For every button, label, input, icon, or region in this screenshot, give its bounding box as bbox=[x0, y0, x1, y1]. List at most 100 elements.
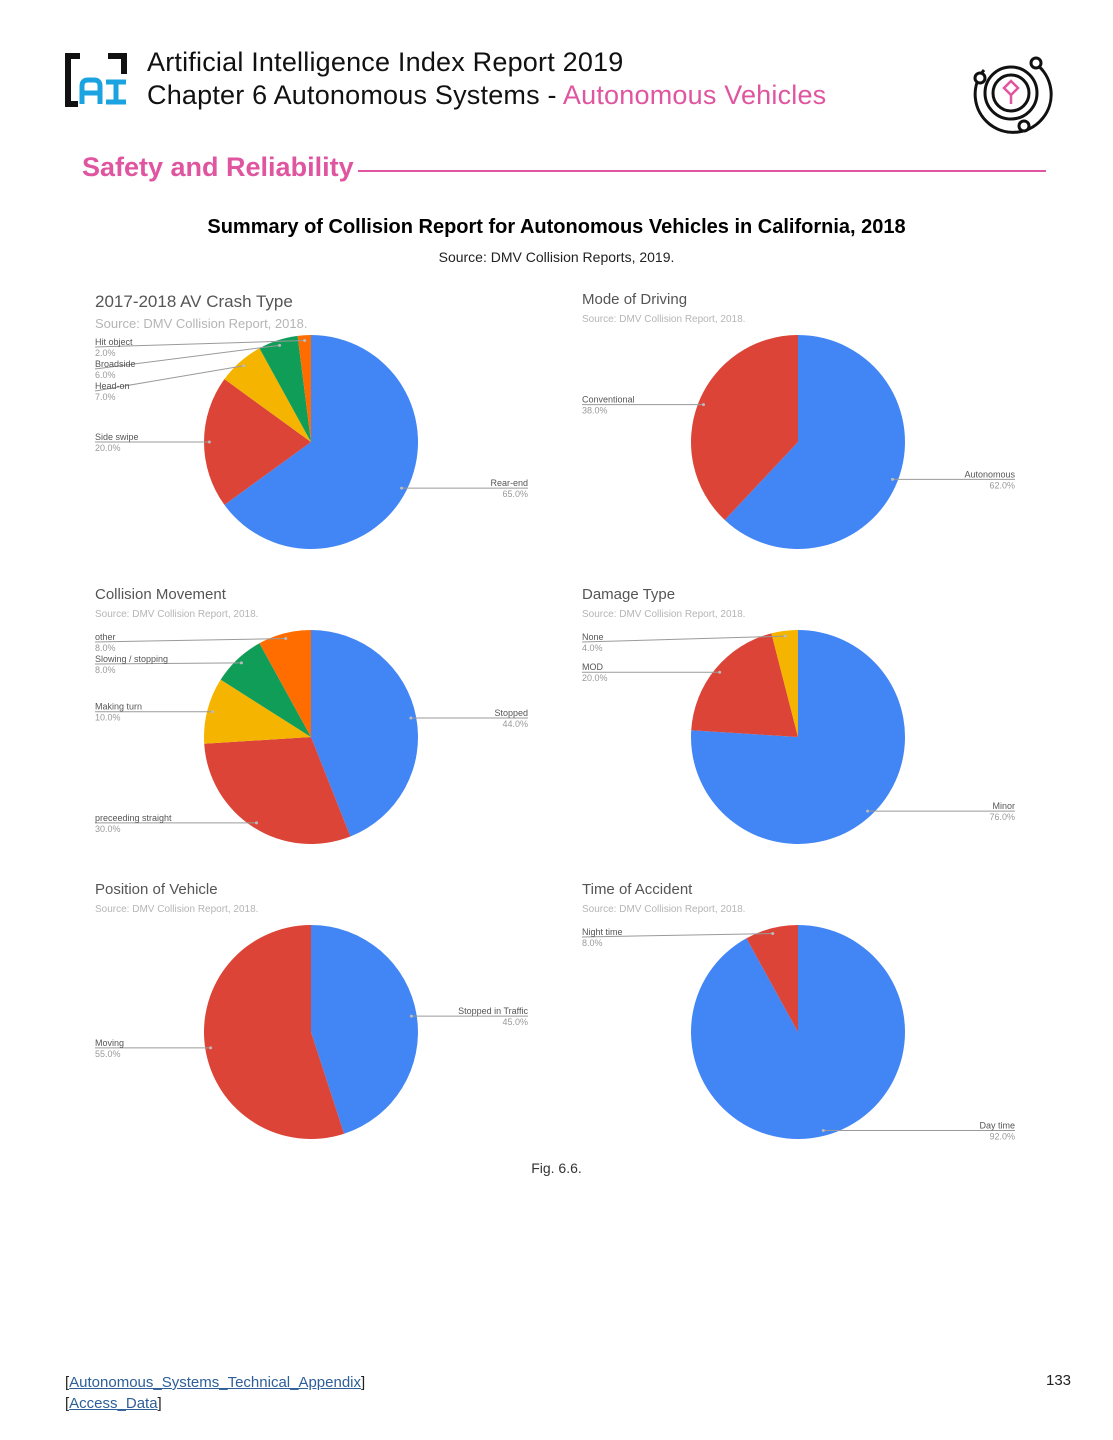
slice-label-name: Conventional bbox=[582, 395, 635, 405]
section-divider bbox=[358, 170, 1046, 172]
chapter-title: Chapter 6 Autonomous Systems - Autonomou… bbox=[147, 80, 826, 111]
leader-line bbox=[94, 365, 244, 392]
slice-label-percent: 8.0% bbox=[95, 665, 116, 675]
chart-subtitle: Source: DMV Collision Report, 2018. bbox=[582, 904, 745, 915]
slice-label-name: Moving bbox=[95, 1038, 124, 1048]
slice-label-percent: 45.0% bbox=[502, 1017, 528, 1027]
leader-dot bbox=[718, 670, 722, 674]
pie-slice-hit-object bbox=[297, 335, 311, 442]
leader-dot bbox=[866, 809, 870, 813]
pie-slice-making-turn bbox=[203, 679, 311, 744]
slice-label-name: Minor bbox=[992, 801, 1015, 811]
chart-title: 2017-2018 AV Crash Type bbox=[95, 292, 293, 311]
pie-slice-day-time bbox=[691, 925, 906, 1139]
chart-subtitle: Source: DMV Collision Report, 2018. bbox=[95, 609, 258, 620]
chart-panel-mode-of-driving: Mode of Driving Source: DMV Collision Rep… bbox=[572, 285, 1027, 570]
leader-dot bbox=[242, 364, 246, 368]
leader-line bbox=[94, 638, 286, 643]
slice-label-name: preceeding straight bbox=[95, 813, 172, 823]
pie-slice-broadside bbox=[259, 335, 311, 442]
slice-label-percent: 6.0% bbox=[95, 370, 116, 380]
slice-label-percent: 30.0% bbox=[95, 824, 121, 834]
pie-slice-head-on bbox=[224, 348, 311, 442]
pie-chart-damage-type: Damage Type Source: DMV Collision Report,… bbox=[581, 586, 1015, 844]
slice-label-percent: 38.0% bbox=[582, 406, 608, 416]
chart-title: Collision Movement bbox=[95, 586, 227, 603]
chart-title: Position of Vehicle bbox=[95, 881, 218, 898]
leader-dot bbox=[255, 821, 259, 825]
leader-dot bbox=[409, 1014, 413, 1018]
slice-label-percent: 7.0% bbox=[95, 392, 116, 402]
pie-slice-moving bbox=[203, 925, 345, 1139]
slice-label-name: Stopped in Traffic bbox=[458, 1006, 528, 1016]
figure-caption: Fig. 6.6. bbox=[531, 1160, 582, 1176]
slice-label-name: other bbox=[95, 632, 116, 642]
chart-title: Damage Type bbox=[582, 586, 675, 603]
slice-label-percent: 8.0% bbox=[95, 643, 116, 653]
chart-panel-time-of-accident: Time of Accident Source: DMV Collision Re… bbox=[572, 875, 1027, 1160]
leader-dot bbox=[701, 403, 705, 407]
slice-label-percent: 55.0% bbox=[95, 1049, 121, 1059]
slice-label-percent: 10.0% bbox=[95, 713, 121, 723]
pie-slice-none bbox=[771, 630, 798, 737]
autonomous-systems-emblem-icon bbox=[973, 56, 1053, 134]
leader-dot bbox=[783, 634, 787, 638]
slice-label-percent: 2.0% bbox=[95, 348, 116, 358]
pie-chart-mode-of-driving: Mode of Driving Source: DMV Collision Rep… bbox=[582, 291, 1015, 549]
pie-slice-night-time bbox=[746, 925, 798, 1032]
ai-index-logo bbox=[65, 53, 127, 107]
leader-line bbox=[581, 635, 786, 643]
chart-title: Time of Accident bbox=[582, 881, 693, 898]
slice-label-name: Day time bbox=[979, 1120, 1015, 1130]
leader-dot bbox=[278, 343, 282, 347]
pie-slice-minor bbox=[690, 630, 905, 844]
chart-panel-collision-movement: Collision Movement Source: DMV Collision … bbox=[85, 580, 540, 865]
leader-dot bbox=[409, 716, 413, 720]
leader-dot bbox=[303, 339, 307, 343]
report-title: Artificial Intelligence Index Report 201… bbox=[147, 47, 624, 77]
section-title: Safety and Reliability bbox=[82, 152, 354, 182]
access-data-link[interactable]: Access_Data bbox=[69, 1395, 158, 1412]
technical-appendix-link[interactable]: Autonomous_Systems_Technical_Appendix bbox=[69, 1374, 362, 1391]
figure-source: Source: DMV Collision Reports, 2019. bbox=[438, 249, 675, 265]
slice-label-name: Making turn bbox=[95, 702, 142, 712]
slice-label-percent: 65.0% bbox=[502, 489, 528, 499]
leader-dot bbox=[239, 661, 243, 665]
pie-slice-conventional bbox=[690, 335, 798, 520]
chart-subtitle: Source: DMV Collision Report, 2018. bbox=[582, 314, 745, 325]
pie-slice-stopped-in-traffic bbox=[311, 925, 418, 1134]
slice-label-name: None bbox=[582, 632, 604, 642]
pie-chart-collision-movement: Collision Movement Source: DMV Collision … bbox=[94, 586, 528, 845]
slice-label-name: Autonomous bbox=[964, 469, 1015, 479]
leader-line bbox=[94, 340, 305, 348]
slice-label-percent: 20.0% bbox=[95, 443, 121, 453]
leader-dot bbox=[284, 637, 288, 641]
slice-label-percent: 20.0% bbox=[582, 673, 608, 683]
pie-slice-autonomous bbox=[724, 335, 905, 549]
chart-subtitle: Source: DMV Collision Report, 2018. bbox=[95, 316, 307, 331]
slice-label-name: Hit object bbox=[95, 337, 133, 347]
leader-line bbox=[94, 662, 242, 665]
pie-slice-preceeding-straight bbox=[204, 737, 351, 845]
slice-label-name: MOD bbox=[582, 662, 603, 672]
leader-line bbox=[94, 344, 280, 370]
slice-label-percent: 4.0% bbox=[582, 643, 603, 653]
slice-label-name: Stopped bbox=[494, 708, 528, 718]
chart-title: Mode of Driving bbox=[582, 291, 687, 308]
slice-label-percent: 62.0% bbox=[989, 480, 1015, 490]
